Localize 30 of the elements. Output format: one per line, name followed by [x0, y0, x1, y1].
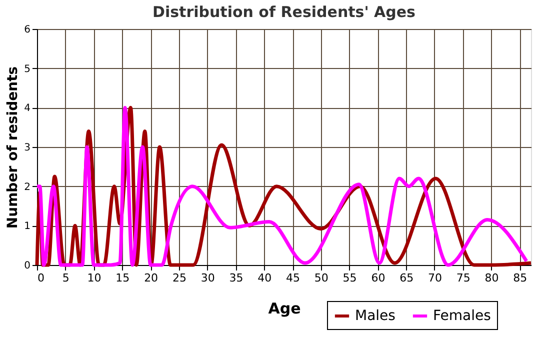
x-tick-label: 20 — [144, 272, 158, 284]
x-tick-label: 15 — [116, 272, 130, 284]
x-tick-label: 0 — [38, 272, 44, 284]
x-axis-title: Age — [268, 300, 301, 318]
y-tick-label: 0 — [24, 260, 30, 272]
x-tick-label: 85 — [513, 272, 528, 284]
x-tick-label: 5 — [62, 272, 70, 284]
x-tick-label: 70 — [428, 272, 442, 284]
y-tick-label: 1 — [24, 221, 30, 232]
x-tick-label: 25 — [172, 272, 186, 284]
x-tick-label: 50 — [314, 272, 328, 284]
x-tick-label: 55 — [342, 272, 357, 284]
x-tick-label: 45 — [286, 272, 300, 284]
y-tick-label: 2 — [24, 182, 30, 193]
y-tick-label: 3 — [24, 142, 30, 154]
x-tick-label: 35 — [229, 272, 244, 284]
x-tick-label: 65 — [400, 272, 414, 284]
chart-title: Distribution of Residents' Ages — [152, 3, 416, 21]
x-tick-label: 10 — [87, 272, 102, 284]
y-axis-title: Number of residents — [5, 66, 22, 229]
x-tick-label: 75 — [456, 272, 470, 284]
y-tick-label: 6 — [24, 24, 30, 36]
y-tick-label: 5 — [24, 64, 30, 75]
legend-label: Males — [355, 308, 396, 324]
y-tick-label: 4 — [24, 103, 30, 114]
x-tick-label: 80 — [484, 272, 499, 284]
legend-label: Females — [433, 308, 491, 324]
x-tick-label: 60 — [371, 272, 386, 284]
x-tick-label: 40 — [258, 272, 272, 284]
x-tick-label: 30 — [200, 272, 215, 284]
